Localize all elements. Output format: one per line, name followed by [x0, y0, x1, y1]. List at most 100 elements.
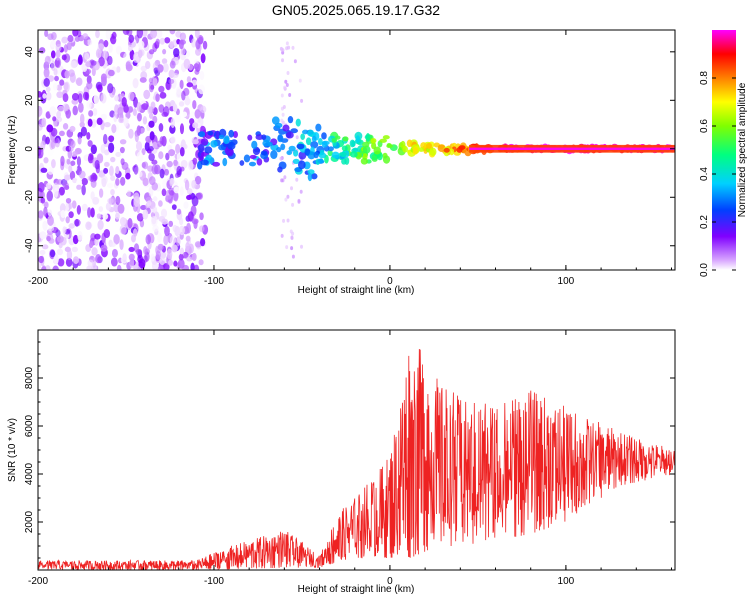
spectrogram-cell: [155, 93, 160, 102]
spectrogram-signal-cell: [277, 134, 284, 143]
spectrogram-cell: [147, 106, 153, 115]
spectrogram-cell: [157, 265, 164, 270]
spectrogram-cell: [98, 188, 104, 198]
spectrogram-signal-cell: [295, 118, 301, 127]
spectrogram-cell: [159, 168, 165, 179]
spectrogram-cell: [285, 245, 289, 250]
spectrogram-cell: [143, 245, 148, 255]
spectrogram-cell: [116, 66, 121, 73]
snr-y-axis: 2000 4000 6000 8000: [24, 341, 675, 559]
spectrogram-signal-cell: [287, 116, 294, 124]
spectrogram-cell: [168, 259, 174, 266]
colorbar: 0.0 0.2 0.4 0.6 0.8 Normalized spectral ampl…: [699, 30, 748, 277]
spectrogram-cell: [94, 233, 101, 240]
spectrogram-cell: [47, 167, 54, 175]
spectrogram-cell: [52, 116, 57, 122]
spectrogram-y-axis-label: Frequency (Hz): [7, 116, 18, 185]
spectrogram-cell: [156, 30, 163, 39]
spectrogram-cell: [56, 110, 61, 119]
spectrogram-cell: [67, 34, 74, 43]
spectrogram-cell: [119, 139, 127, 145]
spectrogram-signal-cell: [276, 146, 282, 153]
spectrogram-cell: [89, 241, 94, 249]
spectrogram-cell: [198, 259, 204, 266]
spectrogram-signal-cell: [443, 147, 450, 153]
spectrogram-signal-cell: [286, 150, 293, 156]
spectrogram-cell: [103, 40, 109, 48]
spectrogram-signal-cell: [232, 130, 238, 139]
spectrogram-cell: [138, 171, 143, 178]
spectrogram-cell: [98, 56, 105, 67]
spectrogram-signal-cell: [256, 158, 263, 166]
spectrogram-signal-cell: [227, 141, 236, 150]
spectrogram-signal-cell: [228, 129, 235, 138]
spectrogram-cell: [50, 50, 56, 59]
spectrogram-signal-cell: [362, 141, 370, 148]
spectrogram-cell: [66, 249, 73, 261]
spectrogram-cell: [115, 178, 120, 186]
spectrogram-cell: [295, 135, 299, 140]
spectrogram-cell: [105, 202, 111, 211]
spectrogram-signal-cell: [341, 145, 348, 152]
spectrogram-signal-cell: [288, 145, 296, 152]
spectrogram-cell: [97, 219, 104, 230]
spectrogram-signal-cell: [304, 148, 311, 156]
spectrogram-cell: [199, 225, 205, 233]
spectrogram-cell: [166, 248, 173, 260]
spectrogram-cell: [142, 177, 149, 187]
spectrogram-signal-cell: [321, 132, 327, 140]
spectrogram-cell: [72, 150, 78, 157]
spectrogram-cell: [136, 213, 144, 222]
spectrogram-cell: [281, 112, 285, 117]
spectrogram-cell: [54, 187, 59, 198]
spectrogram-y-tick-label: -40: [24, 238, 35, 253]
spectrogram-cell: [40, 167, 48, 173]
spectrogram-cell: [125, 64, 133, 72]
spectrogram-cell: [150, 253, 155, 262]
spectrogram-cell: [181, 90, 186, 101]
spectrogram-cell: [72, 234, 79, 245]
spectrogram-x-tick-label: -100: [204, 276, 224, 287]
spectrogram-cell: [286, 218, 290, 223]
spectrogram-cell: [38, 210, 44, 219]
spectrogram-signal-cell: [200, 138, 209, 146]
spectrogram-cell: [191, 179, 197, 189]
spectrogram-cell: [140, 65, 148, 72]
spectrogram-signal-cell: [293, 149, 299, 157]
spectrogram-cell: [150, 30, 158, 39]
spectrogram-cell: [291, 202, 295, 207]
spectrogram-cell: [180, 47, 186, 56]
spectrogram-signal-cell: [292, 158, 300, 165]
spectrogram-cell: [200, 105, 207, 114]
spectrogram-cell: [125, 172, 131, 180]
spectrogram-x-tick-label: -200: [28, 276, 48, 287]
spectrogram-signal-cell: [302, 129, 309, 135]
spectrogram-signal-cell: [418, 147, 425, 152]
spectrogram-cell: [186, 256, 193, 262]
spectrogram-cell: [89, 174, 94, 183]
spectrogram-cell: [66, 158, 71, 165]
spectrogram-cell: [70, 160, 76, 167]
spectrogram-signal-cell: [310, 173, 318, 180]
spectrogram-cell: [54, 57, 62, 69]
spectrogram-cell: [105, 30, 112, 40]
spectrogram-x-tick-label: 100: [558, 276, 575, 287]
spectrogram-signal-cell: [352, 147, 359, 152]
spectrogram-cell: [69, 170, 76, 181]
spectrogram-cell: [115, 195, 121, 205]
spectrogram-cell: [126, 190, 131, 198]
spectrogram-cell: [157, 232, 163, 243]
spectrogram-cell: [127, 44, 133, 52]
spectrogram-cell: [186, 76, 192, 83]
spectrogram-cell: [178, 39, 184, 50]
spectrogram-cell: [169, 178, 174, 187]
spectrogram-cell: [53, 68, 58, 76]
spectrogram-cell: [40, 140, 46, 151]
spectrogram-cell: [158, 200, 163, 207]
spectrogram-cell: [169, 60, 176, 69]
spectrogram-signal-cell: [298, 151, 307, 160]
spectrogram-signal-cell: [342, 136, 349, 142]
spectrogram-cell: [104, 121, 111, 128]
spectrogram-cell: [40, 197, 46, 204]
spectrogram-signal-cell: [282, 124, 290, 132]
